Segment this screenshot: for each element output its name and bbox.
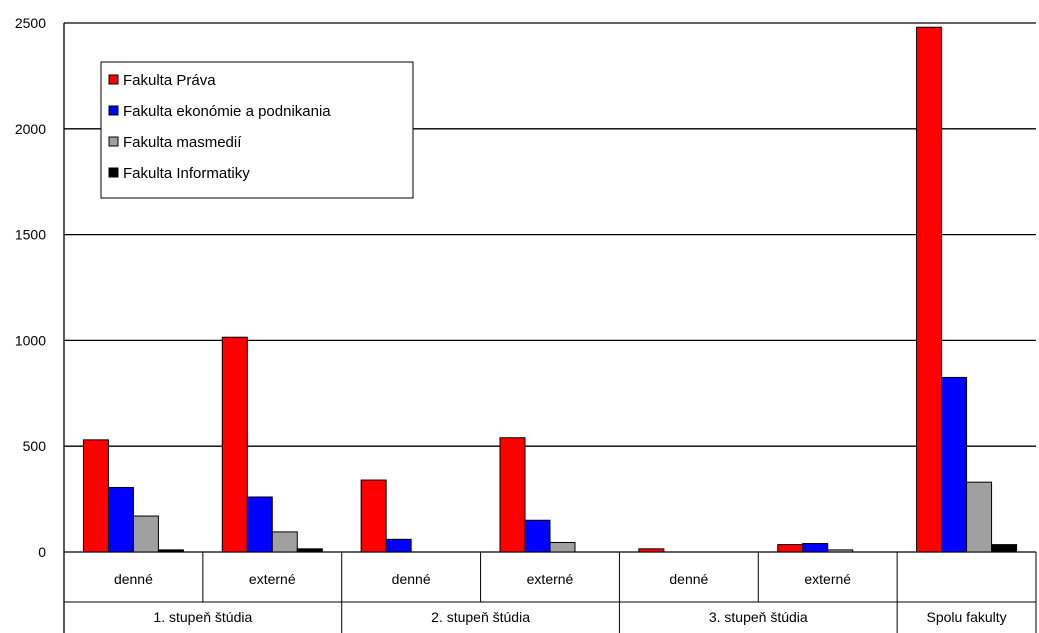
bar — [941, 376, 968, 553]
bar — [827, 549, 854, 553]
bar — [385, 538, 412, 553]
legend-label: Fakulta Práva — [123, 72, 216, 89]
bars — [82, 26, 1018, 553]
legend-label: Fakulta masmedií — [123, 134, 242, 151]
bar — [802, 543, 829, 553]
bar — [82, 439, 109, 553]
bar — [221, 336, 248, 553]
bar — [296, 548, 323, 553]
bar — [549, 541, 576, 553]
category-label: denné — [392, 571, 431, 587]
group-label: Spolu fakulty — [926, 609, 1006, 625]
legend: Fakulta Práva Fakulta ekonómie a podnikan… — [100, 61, 414, 199]
legend-label: Fakulta ekonómie a podnikania — [123, 103, 331, 120]
y-tick-label: 2000 — [15, 121, 46, 137]
bar — [499, 437, 526, 553]
y-tick-label: 0 — [38, 544, 46, 560]
y-axis-ticks: 0 500 1000 1500 2000 2500 — [15, 15, 46, 560]
bar — [638, 548, 665, 553]
bar — [157, 549, 184, 553]
legend-swatch — [108, 136, 119, 147]
bar — [107, 486, 134, 553]
bar — [132, 515, 159, 553]
legend-swatch — [108, 105, 119, 116]
bar — [524, 519, 551, 553]
group-label: 2. stupeň štúdia — [431, 609, 530, 625]
category-label: externé — [527, 571, 574, 587]
bar — [246, 496, 273, 553]
legend-swatch — [108, 74, 119, 85]
legend-swatch — [108, 167, 119, 178]
bar — [360, 479, 387, 553]
bar — [271, 531, 298, 553]
bar — [991, 544, 1018, 553]
category-label: denné — [669, 571, 708, 587]
bar — [777, 544, 804, 553]
legend-box — [100, 61, 414, 199]
group-label: 1. stupeň štúdia — [153, 609, 252, 625]
category-label: externé — [249, 571, 296, 587]
bar — [966, 481, 993, 553]
y-tick-label: 2500 — [15, 15, 46, 31]
y-tick-label: 1000 — [15, 332, 46, 348]
y-tick-label: 500 — [23, 438, 47, 454]
group-label: 3. stupeň štúdia — [709, 609, 808, 625]
y-tick-label: 1500 — [15, 227, 46, 243]
legend-label: Fakulta Informatiky — [123, 165, 250, 182]
x-axis: denné externé denné externé denné externé 1. s… — [64, 552, 1037, 633]
bar — [916, 26, 943, 553]
category-label: externé — [804, 571, 851, 587]
category-label: denné — [114, 571, 153, 587]
